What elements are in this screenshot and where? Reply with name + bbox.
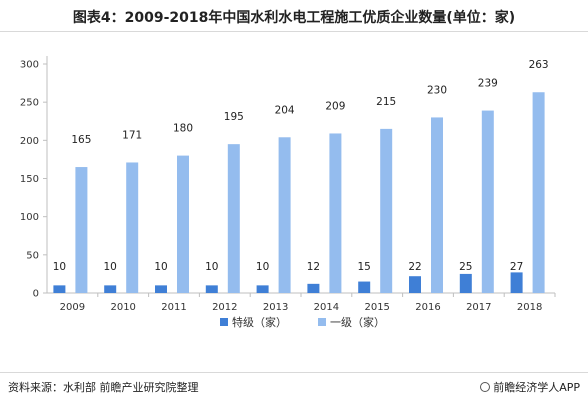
y-tick-label: 0	[33, 289, 39, 300]
x-tick-label: 2017	[466, 302, 491, 313]
bar-first	[227, 144, 240, 293]
x-tick-label: 2012	[212, 302, 237, 313]
bar-first	[329, 133, 342, 293]
x-tick-label: 2015	[364, 302, 389, 313]
bar-first	[278, 137, 291, 293]
data-label-first: 204	[275, 104, 295, 116]
data-label-first: 171	[122, 129, 142, 141]
bar-first	[532, 92, 545, 293]
data-label-special: 10	[53, 261, 66, 273]
data-label-first: 215	[376, 96, 396, 108]
data-label-first: 263	[529, 59, 549, 71]
data-label-special: 22	[408, 261, 421, 273]
title-divider	[0, 31, 588, 32]
bar-first	[431, 117, 443, 293]
data-label-first: 195	[224, 111, 244, 123]
bar-special	[53, 285, 66, 293]
bar-first	[481, 110, 494, 294]
x-tick-label: 2010	[110, 302, 135, 313]
bar-special	[256, 285, 269, 293]
data-label-first: 180	[173, 123, 193, 135]
x-tick-label: 2016	[415, 302, 440, 313]
bar-first	[177, 155, 189, 293]
bar-first	[126, 162, 139, 293]
data-label-special: 25	[459, 261, 472, 273]
x-tick-label: 2018	[517, 302, 542, 313]
legend-first-swatch	[318, 318, 326, 326]
bar-special	[155, 285, 167, 293]
data-label-special: 10	[256, 261, 269, 273]
bar-special	[307, 283, 320, 293]
data-label-special: 12	[307, 261, 320, 273]
bar-special	[459, 273, 472, 293]
y-tick-label: 150	[20, 174, 39, 185]
y-tick-label: 200	[20, 136, 39, 147]
bar-first	[380, 128, 393, 293]
brand-logo-icon	[480, 382, 491, 392]
bar-special	[104, 285, 117, 293]
y-tick-label: 250	[20, 98, 39, 109]
bar-special	[358, 281, 371, 293]
footer-divider	[0, 372, 588, 373]
legend-special-label: 特级（家）	[232, 315, 287, 329]
data-label-first: 165	[71, 134, 91, 146]
legend-first-label: 一级（家）	[330, 315, 385, 329]
source-note: 资料来源：水利部 前瞻产业研究院整理	[8, 381, 199, 394]
bar-chart: 0 50 100 150 200 250 300 2009 10 165 2010 10 171 2011…	[20, 56, 556, 329]
data-label-special: 10	[205, 261, 218, 273]
legend-special-swatch	[220, 318, 228, 326]
data-label-first: 230	[427, 84, 447, 96]
brand-label: 前瞻经济学人APP	[493, 381, 580, 394]
x-tick-label: 2011	[161, 302, 186, 313]
bar-special	[510, 272, 523, 293]
x-tick-label: 2014	[314, 302, 339, 313]
bar-first	[75, 167, 88, 293]
y-tick-label: 300	[20, 60, 39, 71]
y-tick-label: 50	[26, 250, 39, 261]
chart-title: 图表4：2009-2018年中国水利水电工程施工优质企业数量(单位：家)	[72, 10, 516, 26]
data-label-special: 15	[358, 261, 371, 273]
brand-credit: 前瞻经济学人APP	[480, 379, 580, 395]
data-label-special: 10	[154, 261, 167, 273]
x-tick-label: 2013	[263, 302, 288, 313]
bar-special	[205, 285, 218, 293]
data-label-first: 209	[325, 100, 345, 112]
data-label-first: 239	[478, 78, 498, 90]
data-label-special: 10	[104, 261, 117, 273]
y-tick-label: 100	[20, 212, 39, 223]
data-label-special: 27	[510, 261, 523, 273]
bar-special	[409, 276, 421, 293]
x-tick-label: 2009	[60, 302, 85, 313]
